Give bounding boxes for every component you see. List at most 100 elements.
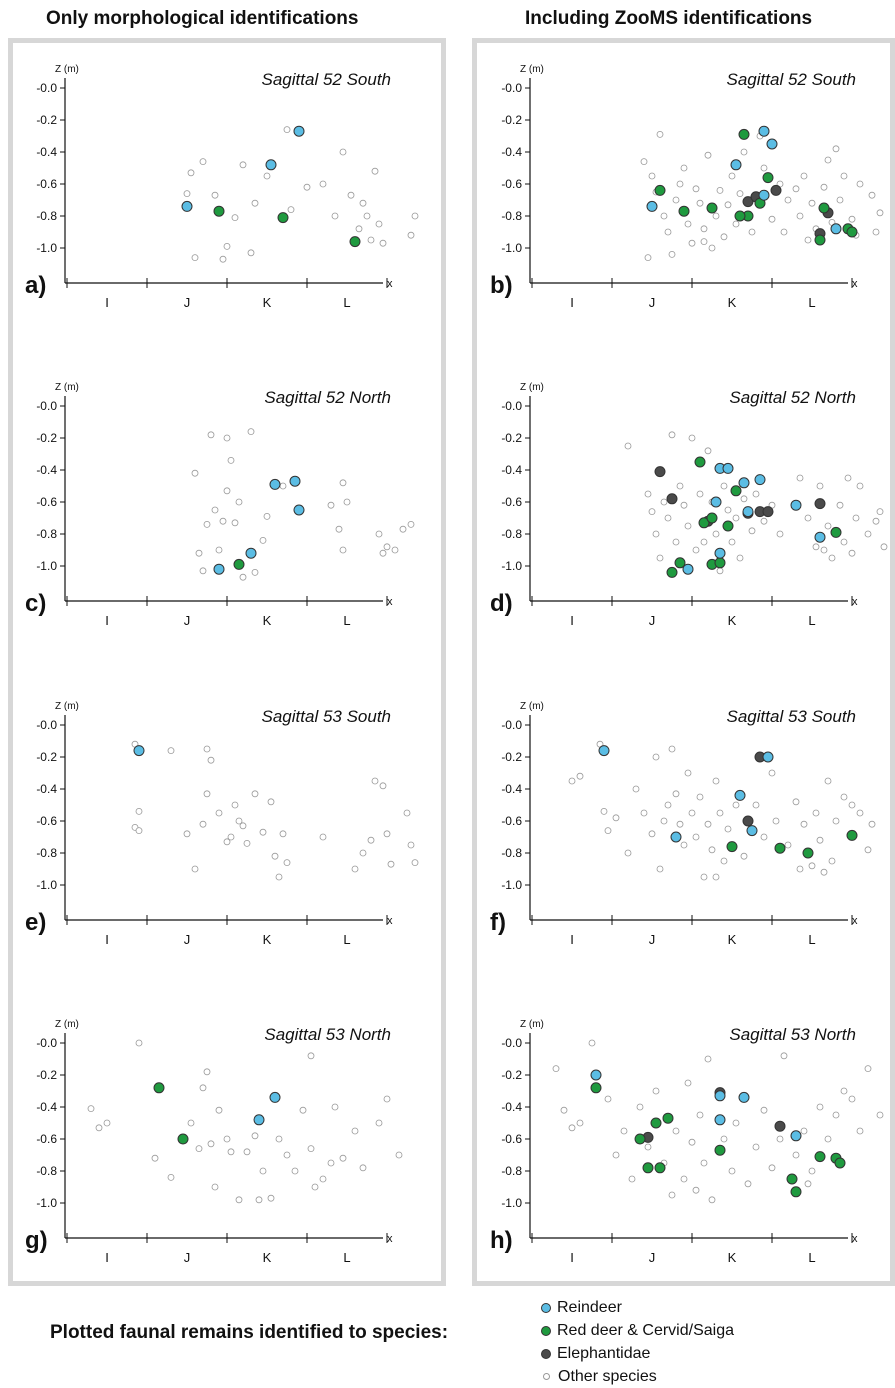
other-species-point (720, 233, 728, 241)
other-species-point (792, 798, 800, 806)
red-deer-cervid-saigapoint (662, 1112, 674, 1124)
other-species-point (808, 862, 816, 870)
other-species-point (876, 508, 884, 516)
legend-title: Plotted faunal remains identified to spe… (50, 1322, 449, 1343)
other-species-point (632, 785, 640, 793)
other-species-point (840, 793, 848, 801)
other-species-point (680, 501, 688, 509)
other-species-point (836, 501, 844, 509)
legend-item-reindeer: Reindeer (541, 1296, 734, 1319)
other-species-point (612, 814, 620, 822)
other-species-point (864, 846, 872, 854)
red-deer-cervid-saigapoint (153, 1082, 165, 1094)
x-tick-label: I (570, 613, 574, 628)
other-species-point (235, 817, 243, 825)
chart-title: Sagittal 53 South (727, 707, 856, 726)
other-species-point (868, 191, 876, 199)
y-tick-label: -0.2 (36, 113, 57, 127)
y-tick-label: -1.0 (36, 1196, 57, 1210)
other-species-point (784, 841, 792, 849)
other-species-point (672, 196, 680, 204)
y-tick-label: -0.0 (501, 718, 522, 732)
other-species-point (568, 777, 576, 785)
other-species-point (824, 777, 832, 785)
x-axis-label: x (852, 596, 858, 608)
other-species-point (375, 220, 383, 228)
red-deer-cervid-saigapoint (762, 172, 774, 184)
other-species-point (151, 1154, 159, 1162)
other-species-point (644, 490, 652, 498)
y-tick-label: -0.4 (501, 1100, 522, 1114)
red-deer-cervid-saigapoint (213, 205, 225, 217)
other-species-point (816, 1103, 824, 1111)
other-species-point (283, 859, 291, 866)
red-deer-cervid-saigapoint (177, 1133, 189, 1145)
reindeer-swatch (541, 1302, 551, 1313)
other-species-point (844, 474, 852, 482)
other-species-point (135, 1039, 143, 1047)
red-deer-cervid-saigapoint (666, 566, 678, 578)
other-species-point (712, 777, 720, 785)
other-species-point (672, 1127, 680, 1135)
y-tick-label: -0.6 (501, 814, 522, 828)
chart-title: Sagittal 52 South (262, 70, 391, 89)
elephantidaepoint (814, 498, 826, 510)
other-species-point (203, 521, 211, 528)
other-species-point (219, 517, 227, 525)
y-axis-label: Z (m) (520, 1019, 544, 1030)
x-tick-label: L (808, 295, 815, 310)
y-tick-label: -0.8 (501, 1164, 522, 1178)
reindeerpoint (714, 1114, 726, 1126)
other-species-point (343, 498, 351, 506)
other-species-point (848, 1095, 856, 1103)
other-species-point (231, 214, 239, 222)
other-species-point (339, 1154, 347, 1162)
x-tick-label: J (649, 613, 656, 628)
other-species-point (167, 1174, 175, 1181)
legend-label-other-species: Other species (558, 1368, 657, 1385)
other-species-point (359, 849, 367, 857)
reindeerpoint (710, 496, 722, 508)
other-species-point (223, 242, 231, 250)
left-panel-frame (8, 38, 446, 1286)
x-tick-label: J (649, 295, 656, 310)
other-species-point (720, 482, 728, 490)
other-species-point (852, 514, 860, 522)
other-species-point (568, 1124, 576, 1132)
other-species-point (820, 183, 828, 191)
red-deer-cervid-saigapoint (674, 557, 686, 569)
other-species-point (664, 514, 672, 522)
y-tick-label: -0.2 (501, 113, 522, 127)
reindeerpoint (830, 223, 842, 235)
other-species-point (95, 1124, 103, 1132)
other-species-point (780, 228, 788, 236)
other-species-point (704, 1055, 712, 1063)
y-tick-label: -1.0 (36, 878, 57, 892)
y-tick-label: -0.2 (36, 1068, 57, 1082)
chart-a: -0.0 -0.2 -0.4 -0.6 -0.8 -1.0 Z (m) x I J K La) Sagi… (25, 64, 419, 310)
y-tick-label: -0.4 (501, 782, 522, 796)
y-tick-label: -0.8 (36, 209, 57, 223)
other-species-point (804, 236, 812, 244)
other-species-point (704, 447, 712, 455)
x-tick-label: K (263, 1250, 272, 1265)
other-species-point (195, 1145, 203, 1152)
other-species-point (808, 199, 816, 207)
other-species-point (355, 225, 363, 233)
other-species-point (680, 841, 688, 849)
red-deer-cervid-saigapoint (786, 1173, 798, 1185)
x-tick-label: L (808, 932, 815, 947)
reindeerpoint (790, 499, 802, 511)
other-species-point (255, 1196, 263, 1204)
other-species-point (732, 220, 740, 228)
reindeerpoint (814, 531, 826, 543)
y-tick-label: -1.0 (36, 241, 57, 255)
panel-label: h) (490, 1227, 513, 1254)
red-deer-cervid-saigapoint (634, 1133, 646, 1145)
y-tick-label: -0.4 (36, 145, 57, 159)
other-species-point (704, 151, 712, 159)
other-species-point (588, 1039, 596, 1047)
x-tick-label: L (343, 613, 350, 628)
elephantidaepoint (654, 466, 666, 478)
other-species-point (732, 1119, 740, 1127)
